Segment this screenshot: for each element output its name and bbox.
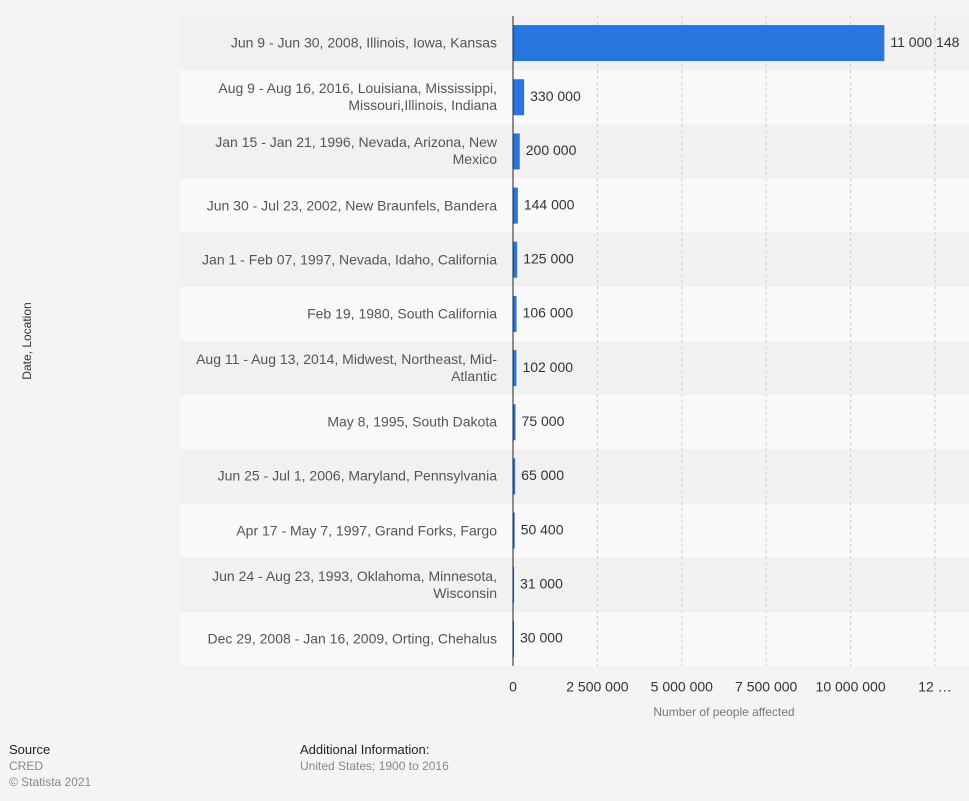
info-heading: Additional Information:: [300, 742, 430, 757]
x-tick-label: 10 000 000: [816, 679, 886, 695]
row-stripe: [180, 395, 969, 450]
value-label: 30 000: [520, 630, 563, 646]
category-label: Jun 24 - Aug 23, 1993, Oklahoma, Minneso…: [212, 567, 497, 601]
x-axis-title: Number of people affected: [653, 705, 794, 719]
x-tick-label: 5 000 000: [651, 679, 713, 695]
category-label: Jan 1 - Feb 07, 1997, Nevada, Idaho, Cal…: [202, 251, 497, 268]
value-label: 102 000: [522, 359, 573, 375]
value-label: 144 000: [524, 196, 575, 212]
category-label: Jun 9 - Jun 30, 2008, Illinois, Iowa, Ka…: [230, 34, 497, 51]
x-tick-label: 12 …: [918, 679, 951, 695]
bar: [513, 79, 525, 116]
row-stripe: [180, 557, 969, 612]
value-label: 125 000: [523, 250, 574, 266]
value-label: 50 400: [521, 521, 564, 537]
category-label: Dec 29, 2008 - Jan 16, 2009, Orting, Che…: [207, 630, 497, 647]
bar: [513, 458, 516, 495]
category-label: Jun 25 - Jul 1, 2006, Maryland, Pennsylv…: [217, 467, 497, 484]
value-label: 75 000: [522, 413, 565, 429]
category-label: Aug 11 - Aug 13, 2014, Midwest, Northeas…: [196, 351, 497, 385]
row-stripe: [180, 341, 969, 396]
row-stripe: [180, 449, 969, 504]
row-stripe: [180, 178, 969, 233]
bar: [513, 133, 520, 170]
source-heading: Source: [9, 742, 51, 757]
row-stripe: [180, 124, 969, 179]
row-backgrounds: [180, 16, 969, 666]
category-label: May 8, 1995, South Dakota: [327, 413, 497, 430]
category-label: Jun 30 - Jul 23, 2002, New Braunfels, Ba…: [206, 197, 497, 214]
category-label: Feb 19, 1980, South California: [307, 305, 497, 322]
x-tick-label: 7 500 000: [735, 679, 797, 695]
value-label: 31 000: [520, 575, 563, 591]
value-label: 200 000: [526, 142, 577, 158]
bar: [513, 350, 517, 387]
row-stripe: [180, 232, 969, 287]
source-name: CRED: [9, 759, 44, 773]
bar: [513, 25, 885, 62]
row-stripe: [180, 503, 969, 558]
row-stripe: [180, 286, 969, 341]
y-axis-title: Date, Location: [20, 302, 34, 379]
value-label: 65 000: [521, 467, 564, 483]
category-label: Aug 9 - Aug 16, 2016, Louisiana, Mississ…: [218, 80, 497, 114]
value-label: 330 000: [530, 88, 581, 104]
row-stripe: [180, 611, 969, 666]
category-label: Apr 17 - May 7, 1997, Grand Forks, Fargo: [236, 522, 497, 539]
bar: [513, 512, 515, 549]
x-tick-label: 0: [509, 679, 517, 695]
row-stripe: [180, 70, 969, 125]
category-label: Jan 15 - Jan 21, 1996, Nevada, Arizona, …: [215, 134, 497, 168]
bar: [513, 620, 515, 657]
value-label: 106 000: [523, 305, 574, 321]
copyright: © Statista 2021: [9, 775, 92, 789]
bar: [513, 187, 518, 224]
bar: [513, 404, 516, 441]
bar: [513, 566, 515, 603]
info-text: United States; 1900 to 2016: [300, 759, 449, 773]
x-tick-label: 2 500 000: [566, 679, 628, 695]
value-label: 11 000 148: [890, 34, 959, 50]
bar: [513, 241, 518, 278]
bar: [513, 295, 517, 332]
